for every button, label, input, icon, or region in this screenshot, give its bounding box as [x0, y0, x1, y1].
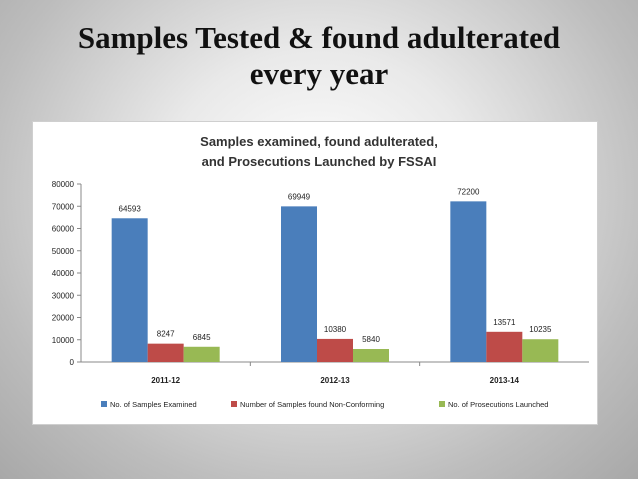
slide-title: Samples Tested & found adulterated every… — [0, 20, 638, 92]
bar — [486, 331, 523, 362]
y-tick-label: 80000 — [52, 180, 75, 189]
y-tick-label: 50000 — [52, 247, 75, 256]
slide-title-line-2: every year — [249, 56, 389, 91]
bar — [317, 338, 353, 362]
legend-swatch — [439, 401, 445, 407]
y-tick-label: 60000 — [52, 225, 75, 234]
data-label: 69949 — [288, 192, 311, 201]
chart-title-line-1: Samples examined, found adulterated, — [200, 134, 438, 149]
x-tick-label: 2011-12 — [151, 376, 180, 385]
data-label: 10380 — [324, 325, 347, 334]
data-label: 72200 — [457, 187, 480, 196]
data-label: 5840 — [362, 335, 380, 344]
bar — [353, 349, 389, 362]
bar — [147, 343, 184, 362]
slide-title-line-1: Samples Tested & found adulterated — [77, 20, 561, 55]
bar — [281, 206, 317, 362]
bar — [450, 201, 487, 362]
bar — [522, 339, 559, 362]
chart-title-line-2: and Prosecutions Launched by FSSAI — [202, 154, 437, 169]
legend-swatch — [101, 401, 107, 407]
legend-label: No. of Prosecutions Launched — [448, 400, 548, 409]
y-tick-label: 0 — [70, 358, 75, 367]
legend-swatch — [231, 401, 237, 407]
y-tick-label: 20000 — [52, 314, 75, 323]
x-tick-label: 2012-13 — [320, 376, 350, 385]
y-tick-label: 30000 — [52, 291, 75, 300]
bar — [183, 346, 220, 362]
chart-panel: Samples examined, found adulterated, and … — [32, 121, 598, 425]
y-tick-label: 10000 — [52, 336, 75, 345]
bar — [111, 218, 148, 362]
data-label: 10235 — [529, 325, 552, 334]
legend-label: Number of Samples found Non-Conforming — [240, 400, 384, 409]
data-label: 8247 — [157, 330, 175, 339]
bar-chart: Samples examined, found adulterated, and … — [52, 134, 589, 409]
y-tick-label: 40000 — [52, 269, 75, 278]
data-label: 6845 — [193, 333, 211, 342]
y-tick-label: 70000 — [52, 202, 75, 211]
data-label: 13571 — [493, 318, 516, 327]
data-label: 64593 — [119, 204, 142, 213]
legend-label: No. of Samples Examined — [110, 400, 197, 409]
x-tick-label: 2013-14 — [490, 376, 520, 385]
